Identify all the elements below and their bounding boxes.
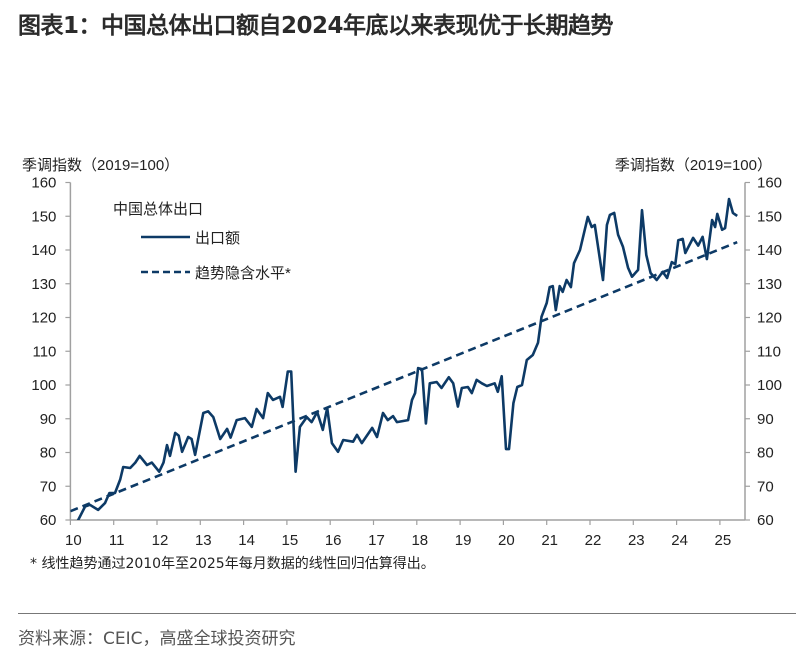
x-tick-label: 16 [325, 532, 342, 549]
source-note: 资料来源：CEIC，高盛全球投资研究 [18, 629, 296, 649]
y-tick-label-left: 160 [31, 175, 56, 192]
y-tick-label-right: 140 [757, 242, 782, 259]
y-tick-label-left: 80 [40, 445, 57, 462]
tick-labels: 60 60 70 70 80 80 90 90 100 100 110 110 120 120 130 130… [31, 175, 782, 550]
x-tick-label: 18 [411, 532, 428, 549]
x-tick-label: 17 [368, 532, 385, 549]
y-tick-label-left: 120 [31, 310, 56, 327]
y-tick-label-left: 110 [32, 343, 56, 360]
footnote: * 线性趋势通过2010年至2025年每月数据的线性回归估算得出。 [30, 556, 435, 572]
y-tick-label-left: 130 [31, 276, 56, 293]
x-tick-label: 11 [109, 532, 125, 549]
legend-title: 中国总体出口 [113, 201, 203, 218]
series-lines [70, 197, 738, 520]
x-tick-label: 14 [238, 532, 255, 549]
x-tick-label: 19 [455, 532, 472, 549]
y-tick-label-right: 100 [757, 377, 782, 394]
y-axis-label-left: 季调指数（2019=100） [22, 157, 179, 174]
trend-line [70, 240, 738, 513]
y-tick-label-left: 140 [31, 242, 56, 259]
axes [65, 181, 750, 525]
x-tick-label: 22 [585, 532, 602, 549]
x-tick-label: 25 [715, 532, 732, 549]
y-tick-label-right: 150 [757, 208, 782, 225]
y-tick-label-right: 120 [757, 310, 782, 327]
y-tick-label-right: 80 [757, 445, 774, 462]
x-tick-label: 12 [152, 532, 169, 549]
x-tick-label: 24 [671, 532, 688, 549]
y-tick-label-left: 150 [31, 208, 56, 225]
x-tick-label: 21 [541, 532, 558, 549]
y-tick-label-right: 60 [757, 512, 774, 529]
line-chart: 60 60 70 70 80 80 90 90 100 100 110 110 120 120 130 130… [22, 157, 782, 550]
y-tick-label-left: 70 [40, 478, 57, 495]
y-tick-label-right: 110 [757, 343, 781, 360]
x-tick-label: 13 [195, 532, 212, 549]
legend-label-trend: 趋势隐含水平* [195, 265, 291, 282]
x-tick-label: 20 [498, 532, 515, 549]
x-tick-label: 23 [628, 532, 645, 549]
legend: 中国总体出口 出口额 趋势隐含水平* [113, 201, 291, 282]
y-tick-label-left: 100 [31, 377, 56, 394]
legend-label-exports: 出口额 [195, 230, 240, 247]
x-tick-label: 15 [282, 532, 299, 549]
y-tick-label-left: 60 [40, 512, 57, 529]
y-tick-label-right: 130 [757, 276, 782, 293]
y-tick-label-right: 160 [757, 175, 782, 192]
y-axis-label-right: 季调指数（2019=100） [615, 157, 772, 174]
y-tick-label-right: 70 [757, 478, 774, 495]
x-tick-label: 10 [65, 532, 82, 549]
chart-title: 图表1：中国总体出口额自2024年底以来表现优于长期趋势 [18, 13, 614, 39]
divider [18, 613, 796, 614]
exports-line [76, 197, 738, 520]
y-tick-label-left: 90 [40, 411, 57, 428]
y-tick-label-right: 90 [757, 411, 774, 428]
